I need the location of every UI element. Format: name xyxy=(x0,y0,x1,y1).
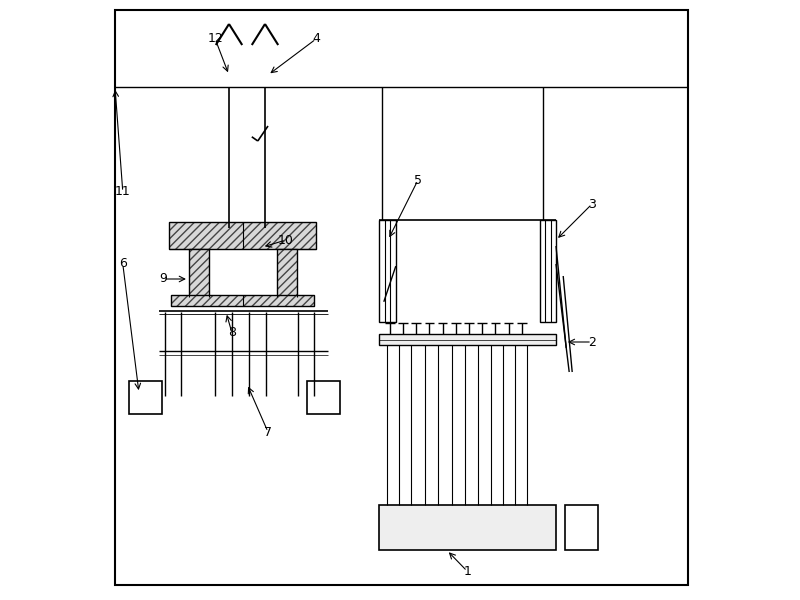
Text: 12: 12 xyxy=(207,32,223,46)
Text: 2: 2 xyxy=(588,335,596,349)
Text: 1: 1 xyxy=(463,565,471,578)
Text: 10: 10 xyxy=(278,233,294,247)
Bar xyxy=(379,334,556,345)
Bar xyxy=(540,220,556,322)
Bar xyxy=(379,505,556,550)
Text: 3: 3 xyxy=(588,197,596,211)
Bar xyxy=(169,222,316,249)
Text: 6: 6 xyxy=(119,257,126,271)
Text: 11: 11 xyxy=(115,185,130,199)
Bar xyxy=(277,249,297,297)
Bar xyxy=(189,249,209,297)
Text: 8: 8 xyxy=(228,326,236,340)
Text: 9: 9 xyxy=(159,272,167,286)
Text: 7: 7 xyxy=(264,425,272,439)
Text: 5: 5 xyxy=(414,173,422,187)
Bar xyxy=(277,249,297,297)
Bar xyxy=(171,295,314,306)
Bar xyxy=(189,249,209,297)
Bar xyxy=(171,295,314,306)
Bar xyxy=(169,222,316,249)
Bar xyxy=(565,505,598,550)
Bar xyxy=(379,220,396,322)
Bar xyxy=(307,381,340,414)
Bar xyxy=(129,381,162,414)
Text: 4: 4 xyxy=(312,32,320,46)
